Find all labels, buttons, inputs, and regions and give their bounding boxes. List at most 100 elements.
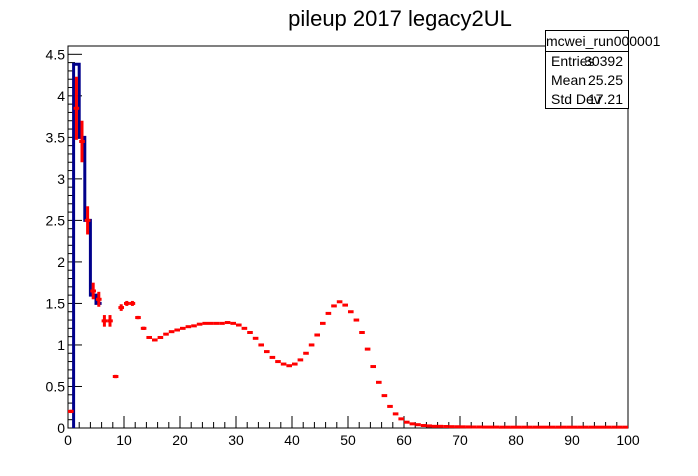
data-marker [465, 425, 472, 429]
data-marker [432, 424, 438, 428]
data-marker [381, 394, 388, 398]
data-point [560, 425, 567, 429]
data-marker [437, 424, 444, 428]
data-marker [286, 364, 292, 368]
data-marker [202, 321, 208, 325]
data-point [135, 315, 141, 320]
data-marker [510, 425, 516, 429]
data-marker [146, 335, 152, 339]
y-tick-label: 4.5 [46, 46, 66, 62]
data-point [213, 321, 220, 325]
data-point [493, 425, 500, 429]
data-marker [560, 425, 567, 429]
data-point [476, 425, 483, 429]
x-tick-label: 30 [228, 432, 244, 448]
data-marker [230, 321, 236, 325]
data-point [157, 335, 164, 339]
data-point [353, 318, 360, 322]
data-point [292, 362, 298, 366]
data-marker [314, 333, 320, 337]
data-marker [331, 304, 337, 308]
data-point [510, 425, 516, 429]
data-point [499, 425, 505, 429]
data-marker [208, 321, 214, 325]
data-marker [527, 425, 533, 429]
data-marker [336, 300, 343, 304]
stats-box: mcwei_run000001 Entries 30392 Mean 25.25… [545, 30, 660, 109]
x-tick-label: 20 [172, 432, 188, 448]
data-marker [572, 425, 578, 429]
data-marker [107, 319, 113, 323]
data-point [168, 330, 175, 334]
data-point [146, 335, 152, 339]
data-marker [129, 301, 136, 305]
data-point [605, 425, 612, 429]
data-marker [342, 303, 348, 307]
data-point [140, 326, 147, 331]
data-marker [600, 425, 606, 429]
data-marker [532, 425, 539, 429]
x-tick-label: 50 [340, 432, 356, 448]
data-marker [392, 412, 399, 416]
data-point [348, 310, 354, 314]
data-point [258, 343, 264, 347]
data-point [196, 322, 203, 326]
data-marker [101, 319, 108, 323]
y-tick-label: 1 [57, 337, 65, 353]
data-point [112, 374, 119, 379]
data-point [521, 425, 528, 429]
data-point [415, 423, 421, 427]
data-marker [140, 326, 147, 330]
data-point [320, 321, 326, 325]
data-point [247, 331, 253, 334]
data-point [275, 360, 281, 364]
data-marker [292, 362, 298, 366]
data-point [241, 326, 248, 330]
data-point [252, 336, 259, 340]
data-point [516, 425, 522, 429]
data-point [549, 425, 556, 429]
data-marker [73, 106, 80, 110]
data-point [297, 358, 304, 362]
data-marker [163, 332, 169, 336]
data-marker [152, 338, 158, 342]
data-point [437, 424, 444, 428]
data-marker [549, 425, 556, 429]
data-marker [376, 380, 382, 384]
data-marker [269, 355, 276, 359]
data-point [465, 425, 472, 429]
data-point [622, 425, 628, 429]
data-point [230, 321, 236, 325]
data-point [101, 315, 108, 327]
y-tick-label: 3 [57, 171, 65, 187]
data-marker [493, 425, 500, 429]
data-point [381, 394, 388, 398]
data-marker [476, 425, 483, 429]
stats-row-entries: Entries 30392 [546, 52, 628, 71]
data-marker [504, 425, 511, 429]
data-marker [297, 358, 304, 362]
stats-value-mean: 25.25 [587, 72, 623, 88]
data-marker [577, 425, 584, 429]
data-marker [135, 316, 141, 320]
data-point [404, 420, 410, 424]
data-point [600, 425, 606, 429]
data-point [616, 425, 623, 429]
data-marker [247, 331, 253, 334]
data-marker [404, 420, 410, 424]
data-marker [359, 331, 365, 334]
data-marker [521, 425, 528, 429]
data-point [107, 315, 113, 327]
stats-row-mean: Mean 25.25 [546, 71, 628, 90]
data-point [90, 282, 96, 300]
data-point [583, 425, 589, 429]
data-point [124, 300, 130, 306]
data-marker [426, 424, 432, 428]
data-marker [275, 360, 281, 364]
data-point [308, 343, 315, 347]
data-point [84, 206, 91, 235]
stats-label-entries: Entries [551, 53, 595, 69]
data-marker [303, 351, 309, 355]
y-tick-label: 2.5 [46, 212, 66, 228]
